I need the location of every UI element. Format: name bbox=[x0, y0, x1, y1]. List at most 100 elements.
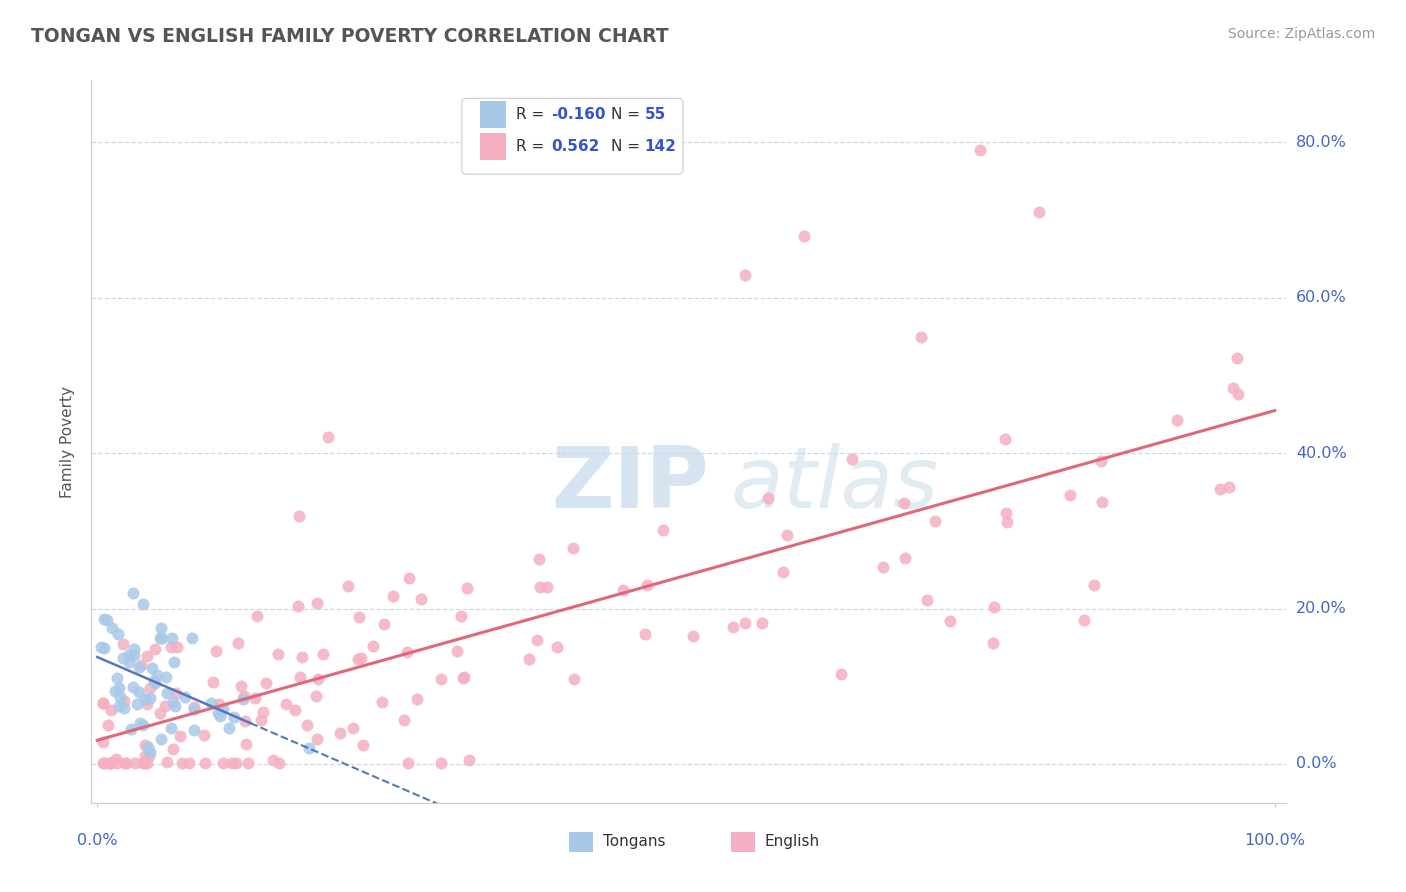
Point bbox=[316, 430, 339, 444]
Point bbox=[893, 495, 915, 509]
Point bbox=[208, 709, 231, 723]
Point bbox=[225, 756, 247, 771]
Text: 80.0%: 80.0% bbox=[1296, 135, 1347, 150]
Point bbox=[108, 681, 131, 695]
Point bbox=[636, 578, 658, 592]
Point bbox=[1073, 613, 1095, 627]
Point bbox=[208, 697, 231, 711]
Point bbox=[307, 595, 329, 609]
FancyBboxPatch shape bbox=[461, 98, 683, 174]
Point bbox=[181, 631, 204, 645]
Point bbox=[97, 717, 120, 731]
Point bbox=[430, 756, 453, 771]
Point bbox=[243, 691, 266, 706]
Point bbox=[456, 581, 478, 595]
Point bbox=[226, 635, 249, 649]
Point bbox=[395, 645, 418, 659]
Point bbox=[298, 741, 321, 756]
Point bbox=[141, 661, 163, 675]
Point bbox=[250, 713, 273, 727]
Point bbox=[162, 695, 184, 709]
Text: 40.0%: 40.0% bbox=[1296, 446, 1347, 460]
Point bbox=[138, 739, 160, 754]
Point bbox=[100, 756, 122, 771]
FancyBboxPatch shape bbox=[569, 831, 593, 852]
Text: 0.0%: 0.0% bbox=[1296, 756, 1337, 772]
Point bbox=[115, 756, 138, 771]
Point bbox=[236, 756, 259, 771]
Point bbox=[108, 690, 131, 704]
Point bbox=[993, 432, 1015, 446]
Point bbox=[122, 641, 145, 656]
Point bbox=[529, 580, 551, 594]
Point bbox=[793, 228, 815, 243]
Point bbox=[235, 737, 257, 751]
Point bbox=[131, 756, 153, 771]
Point bbox=[129, 716, 152, 731]
Point bbox=[145, 675, 167, 690]
Point bbox=[287, 508, 309, 523]
Point bbox=[995, 506, 1018, 520]
Point bbox=[721, 620, 744, 634]
Point bbox=[526, 632, 548, 647]
Point bbox=[93, 641, 115, 656]
Point bbox=[134, 738, 156, 752]
Point bbox=[112, 637, 135, 651]
Point bbox=[290, 670, 312, 684]
Point bbox=[105, 756, 128, 771]
Point bbox=[149, 631, 172, 645]
Point bbox=[396, 756, 419, 771]
Point bbox=[254, 676, 277, 690]
Point bbox=[406, 692, 429, 706]
Point bbox=[229, 679, 252, 693]
Point bbox=[232, 691, 254, 706]
Point bbox=[125, 698, 148, 712]
Text: -0.160: -0.160 bbox=[551, 107, 606, 122]
Point bbox=[120, 723, 142, 737]
Point bbox=[114, 756, 136, 771]
Text: atlas: atlas bbox=[731, 443, 939, 526]
Point bbox=[924, 514, 946, 528]
Point bbox=[183, 723, 205, 737]
Point bbox=[163, 698, 186, 713]
Point bbox=[136, 756, 159, 771]
Point bbox=[1083, 578, 1105, 592]
Point bbox=[872, 559, 894, 574]
Point bbox=[995, 515, 1018, 529]
Point bbox=[983, 599, 1005, 614]
Point bbox=[201, 675, 224, 690]
Point bbox=[166, 640, 188, 655]
Text: N =: N = bbox=[612, 139, 645, 154]
Text: Source: ZipAtlas.com: Source: ZipAtlas.com bbox=[1227, 27, 1375, 41]
Point bbox=[517, 652, 540, 666]
Point bbox=[121, 586, 143, 600]
Point bbox=[267, 647, 290, 661]
Point bbox=[734, 268, 756, 282]
Point bbox=[297, 718, 319, 732]
Point bbox=[93, 612, 115, 626]
Point bbox=[124, 756, 146, 771]
Point bbox=[894, 550, 917, 565]
Point bbox=[1091, 495, 1114, 509]
Text: N =: N = bbox=[612, 107, 645, 122]
Point bbox=[165, 686, 187, 700]
Point bbox=[156, 686, 179, 700]
FancyBboxPatch shape bbox=[731, 831, 755, 852]
Point bbox=[170, 756, 193, 771]
Point bbox=[139, 745, 162, 759]
Point bbox=[451, 671, 474, 685]
Point bbox=[634, 627, 657, 641]
Point bbox=[776, 528, 799, 542]
Text: English: English bbox=[765, 834, 820, 849]
Point bbox=[772, 565, 794, 579]
Y-axis label: Family Poverty: Family Poverty bbox=[60, 385, 76, 498]
Point bbox=[138, 681, 160, 696]
Point bbox=[536, 580, 558, 594]
Point bbox=[132, 717, 155, 731]
Point bbox=[150, 631, 173, 645]
Point bbox=[205, 644, 228, 658]
Point bbox=[135, 649, 157, 664]
Point bbox=[162, 631, 184, 645]
Text: Tongans: Tongans bbox=[603, 834, 665, 849]
Point bbox=[160, 721, 183, 735]
